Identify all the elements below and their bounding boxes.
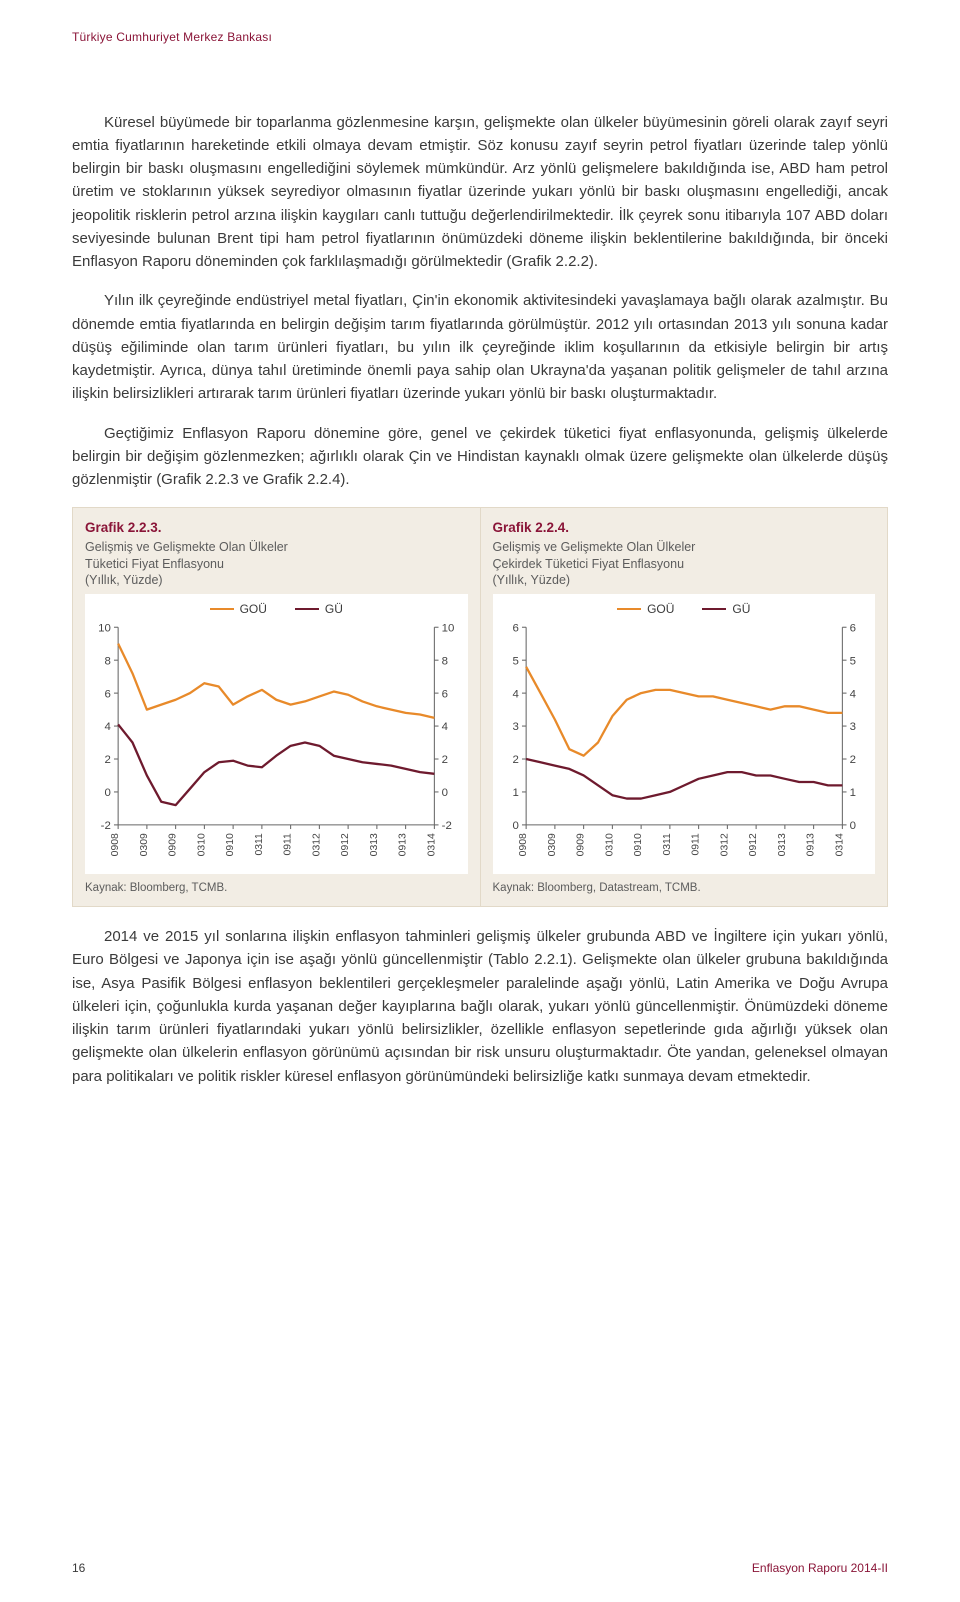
svg-text:4: 4 [849,688,856,700]
legend-swatch-gou-r [617,608,641,610]
svg-text:0: 0 [512,820,518,832]
svg-text:0913: 0913 [805,833,816,856]
doc-title: Enflasyon Raporu 2014-II [752,1559,888,1578]
paragraph-3: Geçtiğimiz Enflasyon Raporu dönemine gör… [72,422,888,492]
svg-text:0311: 0311 [661,833,672,856]
svg-text:4: 4 [442,721,449,733]
svg-text:0: 0 [442,787,448,799]
svg-text:1: 1 [512,787,518,799]
svg-text:0908: 0908 [110,833,121,856]
chart-223-sub2: Tüketici Fiyat Enflasyonu [85,556,468,572]
chart-224-sub3: (Yıllık, Yüzde) [493,572,876,588]
svg-text:2: 2 [512,754,518,766]
page: Türkiye Cumhuriyet Merkez Bankası Kürese… [0,0,960,1602]
chart-224-source: Kaynak: Bloomberg, Datastream, TCMB. [493,880,876,898]
chart-224-sub2: Çekirdek Tüketici Fiyat Enflasyonu [493,556,876,572]
chart-223-source: Kaynak: Bloomberg, TCMB. [85,880,468,898]
chart-223-plot: GOÜ GÜ -2 -2 0 0 2 2 4 4 6 6 8 8 10 10 0908 0309 0909 031… [85,594,468,874]
svg-text:0909: 0909 [575,833,586,856]
svg-text:5: 5 [512,655,518,667]
page-footer: 16 Enflasyon Raporu 2014-II [72,1559,888,1578]
svg-text:0313: 0313 [369,833,380,856]
svg-text:0913: 0913 [398,833,409,856]
charts-panel: Grafik 2.2.3. Gelişmiş ve Gelişmekte Ola… [72,507,888,907]
svg-text:0313: 0313 [776,833,787,856]
chart-223-title: Grafik 2.2.3. [85,518,468,539]
chart-223-sub3: (Yıllık, Yüzde) [85,572,468,588]
svg-text:0309: 0309 [139,833,150,856]
svg-text:0: 0 [104,787,110,799]
svg-text:0312: 0312 [719,833,730,856]
legend-swatch-gu [295,608,319,610]
svg-text:1: 1 [849,787,855,799]
paragraph-2: Yılın ilk çeyreğinde endüstriyel metal f… [72,289,888,405]
svg-text:0912: 0912 [340,833,351,856]
chart-223-legend: GOÜ GÜ [89,600,464,619]
chart-224-cell: Grafik 2.2.4. Gelişmiş ve Gelişmekte Ola… [480,508,888,906]
chart-224-plot: GOÜ GÜ 0 0 1 1 2 2 3 3 4 4 5 5 6 6 0908 0309 0909 0310 091… [493,594,876,874]
svg-text:0309: 0309 [546,833,557,856]
legend-item-gou: GOÜ [210,600,267,619]
chart-223-sub1: Gelişmiş ve Gelişmekte Olan Ülkeler [85,539,468,555]
paragraph-4: 2014 ve 2015 yıl sonlarına ilişkin enfla… [72,925,888,1088]
svg-text:0311: 0311 [254,833,265,856]
svg-text:3: 3 [512,721,518,733]
chart-223-cell: Grafik 2.2.3. Gelişmiş ve Gelişmekte Ola… [73,508,480,906]
chart-224-legend: GOÜ GÜ [497,600,872,619]
legend-label-gu-r: GÜ [732,600,750,619]
legend-item-gu: GÜ [295,600,343,619]
svg-text:10: 10 [442,622,455,634]
svg-text:-2: -2 [442,820,452,832]
svg-text:4: 4 [512,688,519,700]
svg-text:6: 6 [104,688,110,700]
svg-text:0312: 0312 [311,833,322,856]
svg-text:8: 8 [442,655,448,667]
svg-text:8: 8 [104,655,110,667]
svg-text:0310: 0310 [604,833,615,856]
svg-text:0310: 0310 [196,833,207,856]
paragraph-1: Küresel büyümede bir toparlanma gözlenme… [72,111,888,274]
svg-text:6: 6 [442,688,448,700]
svg-text:2: 2 [442,754,448,766]
legend-label-gou: GOÜ [240,600,267,619]
legend-item-gu-r: GÜ [702,600,750,619]
svg-text:0314: 0314 [834,833,845,856]
chart-224-sub1: Gelişmiş ve Gelişmekte Olan Ülkeler [493,539,876,555]
svg-text:2: 2 [104,754,110,766]
svg-text:6: 6 [512,622,518,634]
svg-text:4: 4 [104,721,111,733]
svg-text:5: 5 [849,655,855,667]
legend-label-gou-r: GOÜ [647,600,674,619]
legend-swatch-gou [210,608,234,610]
svg-text:6: 6 [849,622,855,634]
page-number: 16 [72,1559,85,1578]
svg-text:0909: 0909 [168,833,179,856]
legend-item-gou-r: GOÜ [617,600,674,619]
svg-text:0: 0 [849,820,855,832]
svg-text:0911: 0911 [690,833,701,856]
svg-text:0910: 0910 [225,833,236,856]
chart-223-svg: -2 -2 0 0 2 2 4 4 6 6 8 8 10 10 0908 0309 0909 0310 0910 03… [89,621,464,871]
svg-text:0910: 0910 [633,833,644,856]
svg-text:3: 3 [849,721,855,733]
svg-text:0908: 0908 [518,833,529,856]
chart-224-title: Grafik 2.2.4. [493,518,876,539]
svg-text:0912: 0912 [748,833,759,856]
svg-text:0314: 0314 [426,833,437,856]
svg-text:2: 2 [849,754,855,766]
svg-text:-2: -2 [101,820,111,832]
legend-label-gu: GÜ [325,600,343,619]
chart-224-svg: 0 0 1 1 2 2 3 3 4 4 5 5 6 6 0908 0309 0909 0310 0910 0311 09… [497,621,872,871]
svg-text:10: 10 [98,622,111,634]
running-header: Türkiye Cumhuriyet Merkez Bankası [72,28,888,47]
legend-swatch-gu-r [702,608,726,610]
svg-text:0911: 0911 [283,833,294,856]
